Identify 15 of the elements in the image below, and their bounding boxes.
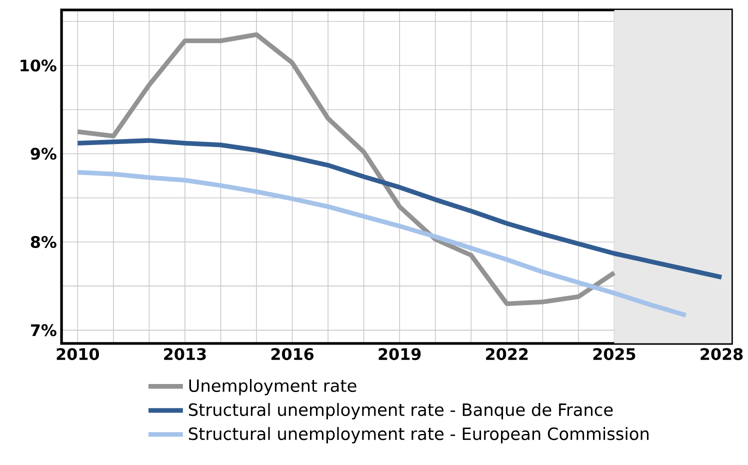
y-tick-label: 10% bbox=[20, 60, 56, 72]
y-tick-label: 9% bbox=[30, 148, 56, 160]
y-tick-label: 8% bbox=[30, 236, 56, 248]
x-tick-label: 2019 bbox=[378, 348, 421, 360]
x-tick-label: 2013 bbox=[164, 348, 206, 360]
x-tick-label: 2028 bbox=[700, 348, 743, 360]
x-tick-label: 2022 bbox=[486, 348, 528, 360]
legend-label: Unemployment rate bbox=[189, 379, 356, 396]
x-tick-label: 2025 bbox=[593, 348, 636, 360]
x-tick-label: 2016 bbox=[271, 348, 314, 360]
x-tick-label: 2010 bbox=[56, 348, 99, 360]
line-series bbox=[75, 32, 617, 306]
legend-label: Structural unemployment rate - Banque de France bbox=[188, 403, 613, 420]
y-tick-label: 7% bbox=[30, 324, 56, 336]
legend-label: Structural unemployment rate - European Commission bbox=[188, 427, 648, 444]
